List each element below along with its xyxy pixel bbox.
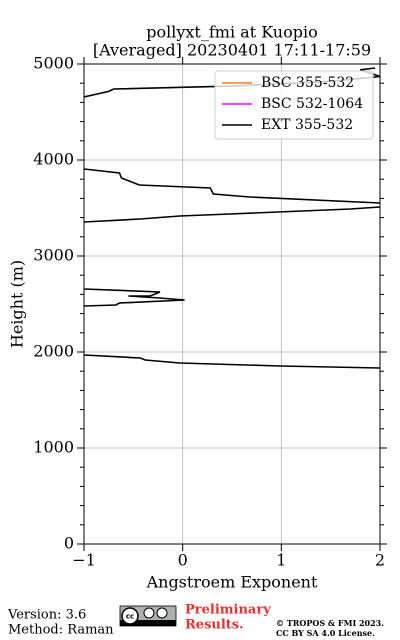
- copyright: CC BY SA 4.0 License.: [276, 628, 375, 638]
- y-axis-label: Height (m): [8, 260, 27, 348]
- method: Method: Raman: [8, 623, 114, 638]
- y-tick-label: 1000: [33, 438, 74, 457]
- copyright: © TROPOS & FMI 2023.: [276, 618, 384, 628]
- legend-label: BSC 532-1064: [261, 96, 363, 112]
- chart-subtitle: [Averaged] 20230401 17:11-17:59: [93, 41, 371, 60]
- x-tick-label: 0: [178, 551, 188, 570]
- svg-text:cc: cc: [126, 613, 134, 621]
- y-tick-label: 5000: [33, 54, 74, 73]
- x-tick-label: −1: [72, 551, 96, 570]
- y-tick-label: 2000: [33, 342, 74, 361]
- cc-logo: cc: [119, 605, 177, 627]
- plot-frame: [83, 63, 381, 545]
- x-axis-label: Angstroem Exponent: [146, 573, 318, 592]
- x-tick-label: 1: [276, 551, 286, 570]
- legend-box: [214, 70, 374, 140]
- x-tick-label: 2: [375, 551, 385, 570]
- version: Version: 3.6: [7, 608, 86, 623]
- notice: Results.: [185, 618, 244, 633]
- legend-label: EXT 355-532: [261, 117, 353, 133]
- y-tick-label: 4000: [33, 150, 74, 169]
- notice: Preliminary: [185, 603, 271, 618]
- y-tick-label: 3000: [33, 246, 74, 265]
- y-tick-label: 0: [64, 534, 74, 553]
- chart-title: pollyxt_fmi at Kuopio: [146, 23, 317, 42]
- legend-label: BSC 355-532: [261, 75, 354, 91]
